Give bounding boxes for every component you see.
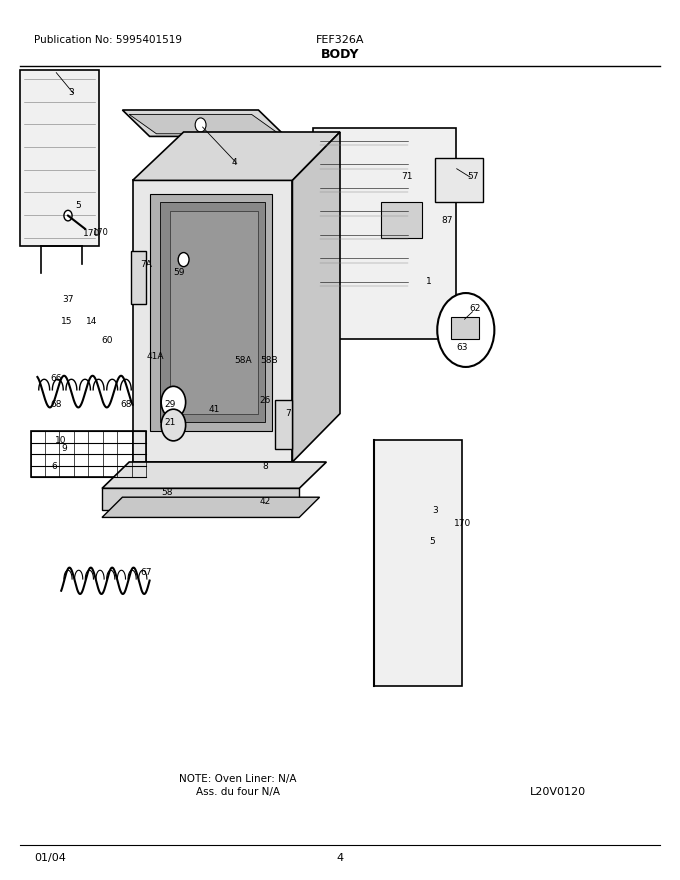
- Polygon shape: [102, 462, 326, 488]
- Text: 87: 87: [441, 216, 452, 224]
- Text: 10: 10: [56, 436, 67, 444]
- Text: 68: 68: [51, 400, 62, 409]
- Text: 26: 26: [260, 396, 271, 405]
- Text: 71: 71: [401, 172, 412, 180]
- Text: Ass. du four N/A: Ass. du four N/A: [196, 787, 280, 797]
- Polygon shape: [102, 497, 320, 517]
- Text: 14: 14: [86, 317, 97, 326]
- Circle shape: [195, 118, 206, 132]
- Polygon shape: [275, 400, 292, 449]
- Text: 170: 170: [454, 519, 471, 528]
- Polygon shape: [150, 194, 272, 431]
- Text: 58: 58: [161, 488, 172, 497]
- Text: 6: 6: [52, 462, 57, 471]
- Text: 170: 170: [92, 228, 107, 237]
- Circle shape: [161, 386, 186, 418]
- Polygon shape: [313, 128, 456, 339]
- Text: 62: 62: [469, 304, 480, 312]
- Text: 42: 42: [260, 497, 271, 506]
- Text: BODY: BODY: [321, 48, 359, 61]
- Text: FEF326A: FEF326A: [316, 34, 364, 45]
- Text: 5: 5: [75, 201, 81, 209]
- Polygon shape: [102, 488, 299, 510]
- Circle shape: [161, 409, 186, 441]
- Text: 4: 4: [232, 158, 237, 167]
- Text: 57: 57: [467, 172, 478, 180]
- Circle shape: [437, 293, 494, 367]
- Text: 29: 29: [165, 400, 175, 409]
- Text: 60: 60: [102, 336, 113, 345]
- Polygon shape: [170, 211, 258, 414]
- Text: 58B: 58B: [260, 356, 277, 365]
- Text: L20V0120: L20V0120: [530, 787, 585, 797]
- Polygon shape: [131, 251, 146, 304]
- Text: Publication No: 5995401519: Publication No: 5995401519: [34, 34, 182, 45]
- Text: 170: 170: [83, 229, 101, 238]
- Text: 41: 41: [209, 405, 220, 414]
- Text: 66: 66: [51, 374, 62, 383]
- Text: 5: 5: [429, 537, 435, 546]
- Text: 21: 21: [165, 418, 175, 427]
- Polygon shape: [435, 158, 483, 202]
- Text: 63: 63: [457, 343, 468, 352]
- Polygon shape: [133, 180, 292, 462]
- Polygon shape: [292, 132, 340, 462]
- Text: 3: 3: [432, 506, 438, 515]
- Text: 1: 1: [426, 277, 431, 286]
- Polygon shape: [451, 317, 479, 339]
- Polygon shape: [129, 114, 279, 134]
- Text: 01/04: 01/04: [34, 853, 66, 863]
- Text: 41A: 41A: [146, 352, 164, 361]
- Text: 7A: 7A: [140, 260, 152, 268]
- Polygon shape: [160, 202, 265, 422]
- Text: 68: 68: [120, 400, 131, 409]
- Text: 8: 8: [262, 462, 268, 471]
- Text: 9: 9: [62, 444, 67, 453]
- Circle shape: [178, 253, 189, 267]
- Text: 59: 59: [173, 268, 184, 277]
- Text: 58A: 58A: [234, 356, 252, 365]
- Text: 15: 15: [61, 317, 72, 326]
- Polygon shape: [20, 70, 99, 246]
- Polygon shape: [374, 440, 462, 686]
- Text: 37: 37: [63, 295, 73, 304]
- Text: 7: 7: [285, 409, 290, 418]
- Text: 3: 3: [69, 88, 74, 97]
- Text: 4: 4: [337, 853, 343, 863]
- Text: NOTE: Oven Liner: N/A: NOTE: Oven Liner: N/A: [180, 774, 296, 784]
- Circle shape: [64, 210, 72, 221]
- Polygon shape: [381, 202, 422, 238]
- Polygon shape: [122, 110, 286, 136]
- Bar: [31, 431, 146, 477]
- Text: 67: 67: [141, 568, 152, 576]
- Polygon shape: [133, 132, 340, 180]
